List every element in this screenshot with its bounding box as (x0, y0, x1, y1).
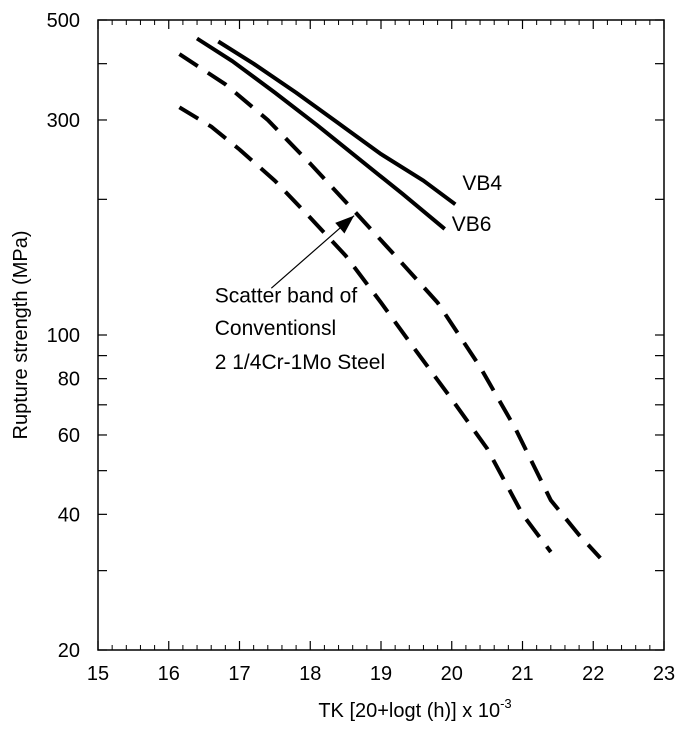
annotation-arrow-head (335, 215, 355, 234)
annotation-text: VB4 (462, 172, 502, 195)
x-axis-label-exponent: -3 (500, 696, 512, 711)
x-tick-label: 23 (653, 663, 675, 685)
plot-frame (97, 19, 665, 651)
scatter-band-line-2 (178, 52, 602, 560)
x-tick-label: 21 (511, 663, 533, 685)
annotation-text: Conventionsl (215, 317, 336, 340)
x-tick-label: 15 (87, 663, 109, 685)
y-axis-label: Rupture strength (MPa) (10, 231, 32, 440)
y-tick-label: 80 (58, 369, 80, 391)
y-tick-label: 60 (58, 425, 80, 447)
y-tick-label: 100 (47, 325, 80, 347)
axis-ticks (97, 19, 665, 651)
scatter-band-line-3 (178, 105, 553, 554)
x-tick-label: 16 (158, 663, 180, 685)
annotation-text: VB6 (452, 213, 492, 236)
y-tick-label: 500 (47, 10, 80, 32)
series-line-vb4 (217, 39, 457, 206)
x-axis-label-main: TK [20+logt (h)] x 10 (318, 700, 500, 722)
annotation-text: Scatter band of (215, 285, 358, 308)
y-tick-label: 20 (58, 640, 80, 662)
x-tick-label: 19 (370, 663, 392, 685)
chart-annotations: VB4 VB6 Scatter band of Conventionsl 2 1/4Cr… (215, 172, 503, 374)
series-line-vb6 (195, 36, 446, 231)
axis-tick-labels: 15 16 17 18 19 20 21 22 23 20 40 60 80 100 300 500 (47, 10, 676, 685)
x-tick-label: 22 (582, 663, 604, 685)
y-tick-label: 40 (58, 504, 80, 526)
x-axis-label: TK [20+logt (h)] x 10-3 (318, 696, 511, 722)
x-tick-label: 20 (441, 663, 463, 685)
x-tick-label: 17 (228, 663, 250, 685)
data-series (178, 36, 602, 560)
x-tick-label: 18 (299, 663, 321, 685)
y-tick-label: 300 (47, 110, 80, 132)
annotation-text: 2 1/4Cr-1Mo Steel (215, 351, 385, 374)
